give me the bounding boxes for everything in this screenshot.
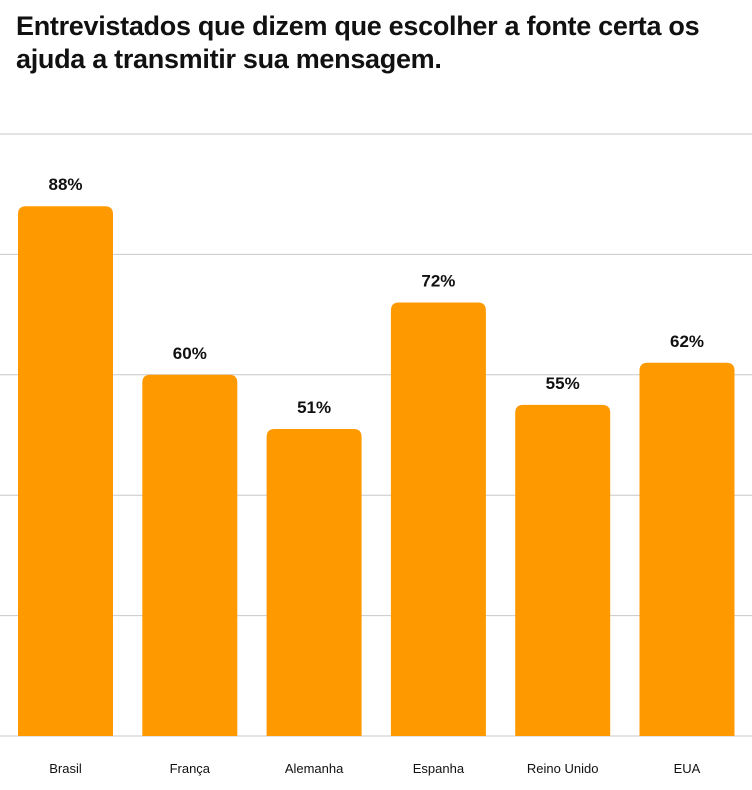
data-label: 72%: [421, 272, 455, 291]
bar-eua: [639, 362, 735, 736]
x-tick-label: Espanha: [413, 761, 465, 776]
bar-espanha: [390, 302, 486, 736]
x-tick-label: EUA: [674, 761, 701, 776]
bar-reino-unido: [515, 404, 611, 736]
x-tick-label: Alemanha: [285, 761, 344, 776]
bar-alemanha: [266, 428, 362, 736]
x-tick-label: França: [170, 761, 211, 776]
x-tick-label: Reino Unido: [527, 761, 599, 776]
data-label: 55%: [546, 374, 580, 393]
x-tick-label: Brasil: [49, 761, 82, 776]
bar-brasil: [18, 206, 113, 737]
data-label: 60%: [173, 344, 207, 363]
data-label: 88%: [48, 175, 82, 194]
data-label: 62%: [670, 332, 704, 351]
bar-frança: [142, 374, 238, 736]
chart-title: Entrevistados que dizem que escolher a f…: [16, 11, 700, 74]
data-label: 51%: [297, 398, 331, 417]
